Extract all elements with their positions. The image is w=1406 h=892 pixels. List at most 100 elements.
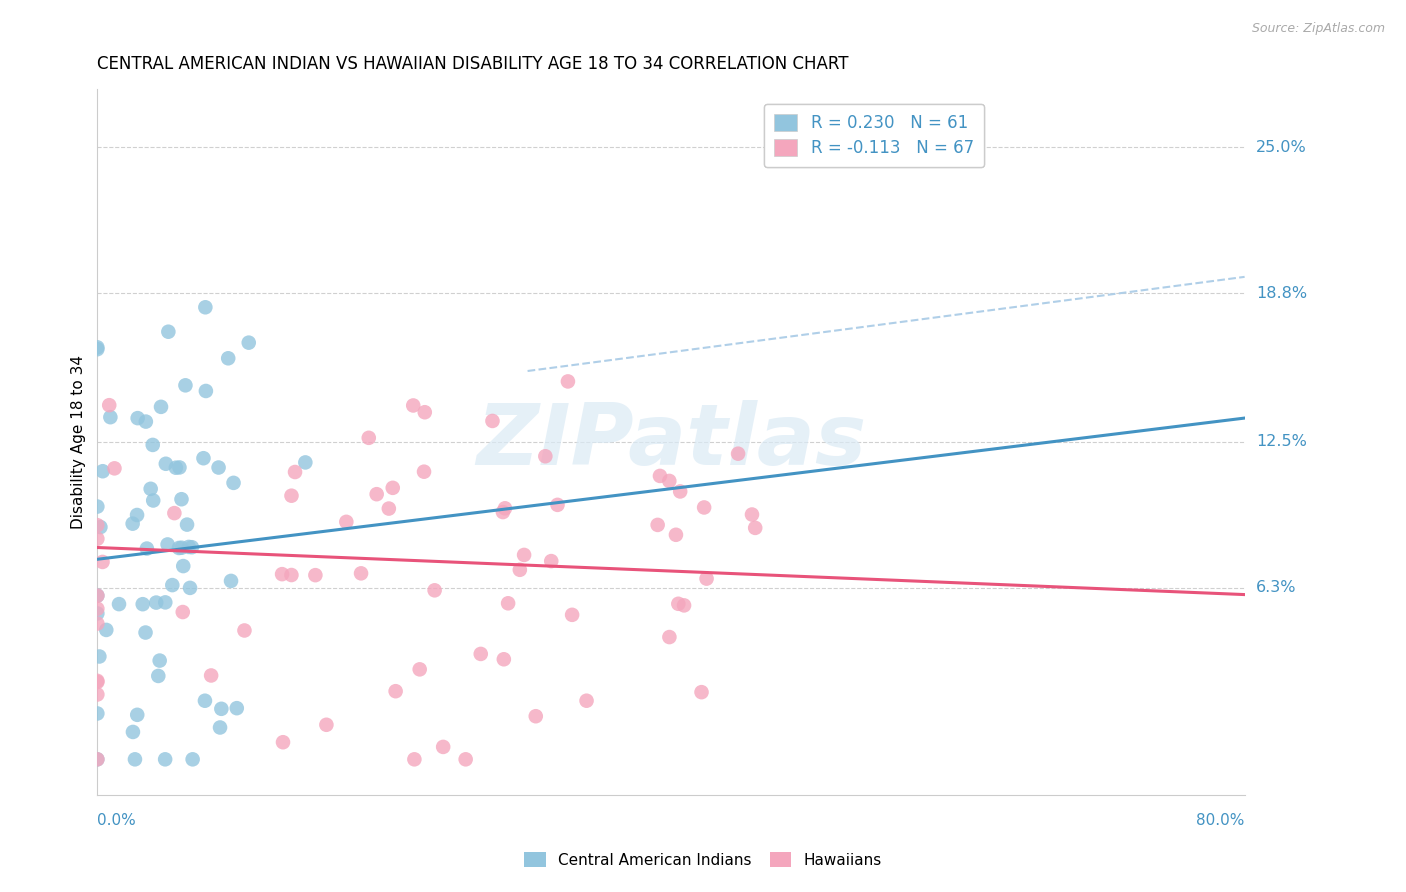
- Point: [135, 541, 157, 556]
- Point: [86, 752, 108, 766]
- Point: [139, 482, 162, 496]
- Point: [194, 694, 217, 708]
- Point: [89, 520, 111, 534]
- Point: [233, 624, 256, 638]
- Text: 80.0%: 80.0%: [1197, 814, 1244, 829]
- Point: [176, 517, 198, 532]
- Point: [350, 566, 373, 581]
- Legend: R = 0.230   N = 61, R = -0.113   N = 67: R = 0.230 N = 61, R = -0.113 N = 67: [763, 104, 984, 167]
- Point: [207, 460, 229, 475]
- Point: [271, 735, 294, 749]
- Point: [172, 605, 194, 619]
- Point: [86, 340, 108, 354]
- Point: [413, 405, 436, 419]
- Point: [741, 508, 763, 522]
- Point: [669, 484, 692, 499]
- Point: [124, 752, 146, 766]
- Text: 0.0%: 0.0%: [97, 814, 136, 829]
- Point: [148, 669, 170, 683]
- Point: [413, 465, 436, 479]
- Text: 12.5%: 12.5%: [1256, 434, 1308, 449]
- Point: [149, 654, 172, 668]
- Point: [222, 475, 245, 490]
- Point: [647, 517, 669, 532]
- Point: [561, 607, 583, 622]
- Point: [170, 492, 193, 507]
- Point: [357, 431, 380, 445]
- Point: [409, 662, 432, 676]
- Point: [150, 400, 173, 414]
- Point: [366, 487, 388, 501]
- Point: [481, 414, 503, 428]
- Point: [540, 554, 562, 568]
- Point: [86, 601, 108, 615]
- Point: [86, 589, 108, 603]
- Point: [673, 599, 696, 613]
- Point: [142, 493, 165, 508]
- Point: [423, 583, 446, 598]
- Point: [432, 739, 454, 754]
- Point: [209, 702, 232, 716]
- Point: [280, 568, 302, 582]
- Point: [335, 515, 357, 529]
- Point: [404, 752, 426, 766]
- Point: [86, 706, 108, 721]
- Point: [492, 505, 515, 519]
- Point: [162, 578, 184, 592]
- Text: CENTRAL AMERICAN INDIAN VS HAWAIIAN DISABILITY AGE 18 TO 34 CORRELATION CHART: CENTRAL AMERICAN INDIAN VS HAWAIIAN DISA…: [97, 55, 849, 73]
- Point: [125, 508, 148, 522]
- Point: [156, 537, 179, 551]
- Point: [194, 384, 217, 398]
- Point: [100, 410, 122, 425]
- Point: [304, 568, 326, 582]
- Text: ZIPatlas: ZIPatlas: [475, 401, 866, 483]
- Point: [86, 342, 108, 356]
- Point: [294, 455, 316, 469]
- Point: [165, 460, 187, 475]
- Point: [86, 518, 108, 533]
- Point: [163, 506, 186, 520]
- Point: [157, 325, 180, 339]
- Point: [454, 752, 477, 766]
- Point: [180, 540, 202, 554]
- Point: [127, 411, 149, 425]
- Point: [648, 469, 671, 483]
- Text: 25.0%: 25.0%: [1256, 140, 1306, 155]
- Point: [86, 589, 108, 603]
- Point: [174, 378, 197, 392]
- Point: [91, 464, 114, 478]
- Point: [86, 607, 108, 621]
- Point: [96, 623, 118, 637]
- Point: [155, 595, 177, 609]
- Point: [145, 596, 167, 610]
- Point: [122, 725, 145, 739]
- Point: [86, 688, 108, 702]
- Point: [86, 752, 108, 766]
- Point: [179, 581, 201, 595]
- Point: [98, 398, 121, 412]
- Point: [513, 548, 536, 562]
- Point: [534, 449, 557, 463]
- Point: [169, 460, 191, 475]
- Point: [658, 474, 681, 488]
- Point: [665, 528, 688, 542]
- Point: [121, 516, 143, 531]
- Point: [524, 709, 547, 723]
- Y-axis label: Disability Age 18 to 34: Disability Age 18 to 34: [72, 355, 86, 529]
- Point: [86, 616, 108, 631]
- Text: 6.3%: 6.3%: [1256, 580, 1296, 595]
- Point: [91, 555, 114, 569]
- Point: [384, 684, 406, 698]
- Point: [103, 461, 125, 475]
- Point: [696, 572, 718, 586]
- Point: [557, 375, 579, 389]
- Point: [315, 718, 337, 732]
- Point: [492, 652, 515, 666]
- Point: [135, 625, 157, 640]
- Point: [155, 457, 177, 471]
- Point: [86, 673, 108, 688]
- Point: [658, 630, 681, 644]
- Point: [135, 415, 157, 429]
- Text: Source: ZipAtlas.com: Source: ZipAtlas.com: [1251, 22, 1385, 36]
- Point: [284, 465, 307, 479]
